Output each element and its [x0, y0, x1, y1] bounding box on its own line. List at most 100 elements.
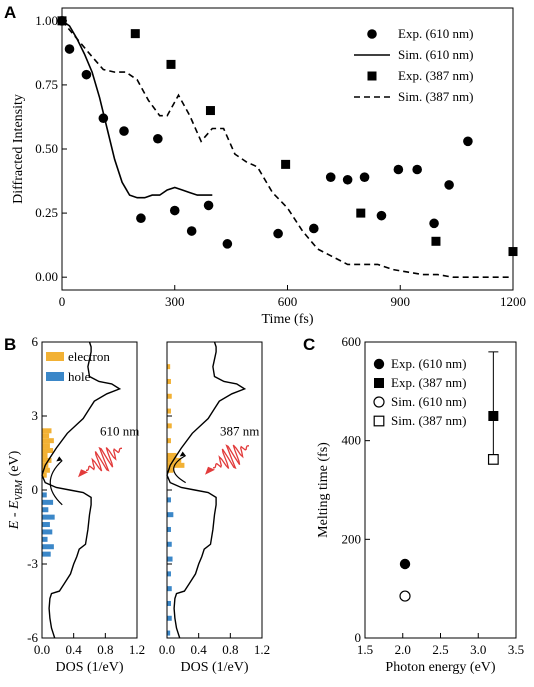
x-tick-label: 1.5: [357, 642, 373, 657]
electron-swatch: [46, 352, 64, 361]
legend-label: Sim. (610 nm): [391, 394, 466, 409]
panel-c-chart: 1.5 2.0 2.5 3.0 3.5 0 200 400 600 Photon energy (…: [316, 334, 524, 675]
data-point: [463, 136, 473, 147]
hole-bar: [42, 492, 47, 498]
hole-bar: [167, 586, 172, 592]
panel-b-plot-frame: [41, 341, 138, 639]
x-tick-label: 600: [278, 294, 298, 309]
x-tick-label: 0.0: [34, 642, 50, 657]
dos-curve: [166, 341, 247, 639]
y-tick-label: 0.50: [35, 141, 58, 156]
data-point: [273, 228, 283, 239]
electron-bar: [42, 467, 50, 473]
pulse-arrow-icon: [78, 469, 88, 478]
x-tick-label: 1.2: [254, 642, 270, 657]
electron-bar: [167, 378, 171, 384]
data-point: [325, 172, 336, 182]
light-pulse-icon: [213, 444, 249, 470]
data-point: [376, 210, 387, 221]
electron-bar: [42, 472, 47, 478]
x-tick-label: 0.0: [159, 642, 175, 657]
hole-legend-label: hole: [68, 369, 91, 384]
electron-bar: [167, 408, 171, 414]
y-axis-title: Diffracted Intensity: [11, 94, 26, 204]
panel-b-chart: 0.0 0.4 0.8 1.2 -6 -3 0 3 6 DOS (1/eV) 610 nm elect…: [7, 334, 270, 675]
y-tick-label: 0.00: [35, 269, 58, 284]
y-tick-label: 200: [342, 531, 362, 546]
data-point: [119, 126, 129, 136]
hole-bar: [167, 571, 171, 577]
x-tick-label: 0: [59, 294, 66, 309]
data-point: [356, 208, 366, 218]
hole-bar: [42, 514, 55, 520]
electron-bar: [167, 364, 171, 370]
arrow-head-icon: [56, 456, 63, 462]
data-point: [487, 454, 499, 465]
legend-label: Exp. (387 nm): [398, 68, 473, 83]
pulse-arrow-icon: [205, 466, 215, 475]
data-point: [359, 172, 370, 182]
data-point: [412, 164, 422, 175]
y-tick-label: 1.00: [35, 13, 58, 28]
hole-bar: [167, 526, 171, 532]
legend-label: Exp. (387 nm): [391, 375, 466, 390]
excitation-arrow: [49, 459, 63, 506]
hole-bar: [42, 499, 54, 505]
hole-bar: [42, 551, 51, 557]
electron-bar: [42, 452, 48, 458]
x-tick-label: 300: [165, 294, 185, 309]
electron-bar: [167, 452, 177, 458]
data-point: [153, 133, 163, 144]
y-tick-label: 400: [342, 433, 362, 448]
hole-bar: [167, 600, 171, 606]
legend-label: Sim. (387 nm): [391, 413, 466, 428]
electron-bar: [42, 438, 54, 444]
data-point: [488, 411, 499, 421]
legend-marker: [367, 29, 377, 39]
data-point: [429, 218, 439, 229]
x-tick-label: 3.5: [508, 642, 524, 657]
x-axis-title: DOS (1/eV): [55, 660, 123, 675]
y-tick-label: -6: [27, 630, 38, 645]
series-line: [61, 20, 513, 278]
data-point: [309, 223, 319, 234]
legend-label: Sim. (387 nm): [398, 89, 473, 104]
data-point: [203, 200, 214, 211]
excitation-arrow: [173, 454, 186, 484]
electron-bar: [167, 438, 171, 444]
dos-curve: [41, 341, 122, 639]
x-tick-label: 3.0: [470, 642, 486, 657]
x-tick-label: 0.4: [191, 642, 208, 657]
electron-bar: [167, 462, 185, 468]
data-point: [130, 29, 140, 39]
arrow-head-icon: [179, 451, 186, 457]
hole-bar: [167, 615, 172, 621]
x-tick-label: 0.4: [66, 642, 83, 657]
hole-bar: [42, 544, 54, 550]
electron-legend-label: electron: [68, 349, 110, 364]
legend-marker: [373, 396, 385, 408]
hole-swatch: [46, 372, 64, 381]
y-tick-label: -3: [27, 556, 38, 571]
y-tick-label: 0.25: [35, 205, 58, 220]
hole-bar: [167, 541, 172, 547]
x-tick-label: 1200: [500, 294, 526, 309]
panel-a-chart: 0 300 600 900 1200 0.00 0.25 0.50 0.75 1.00 Time (…: [11, 7, 526, 327]
y-axis-title: Melting time (fs): [316, 442, 331, 538]
x-tick-label: 900: [391, 294, 411, 309]
data-point: [399, 558, 411, 570]
data-point: [444, 180, 454, 190]
y-tick-label: 600: [342, 334, 362, 349]
data-point: [98, 113, 109, 124]
data-point: [222, 239, 233, 249]
data-point: [205, 106, 215, 116]
electron-bar: [42, 443, 50, 449]
legend-label: Exp. (610 nm): [391, 356, 466, 371]
data-point: [64, 44, 75, 54]
hole-bar: [167, 497, 171, 503]
hole-bar: [42, 536, 48, 542]
x-tick-label: 0.8: [222, 642, 238, 657]
electron-bar: [42, 448, 54, 454]
hole-bar: [42, 529, 53, 535]
data-point: [508, 247, 518, 257]
